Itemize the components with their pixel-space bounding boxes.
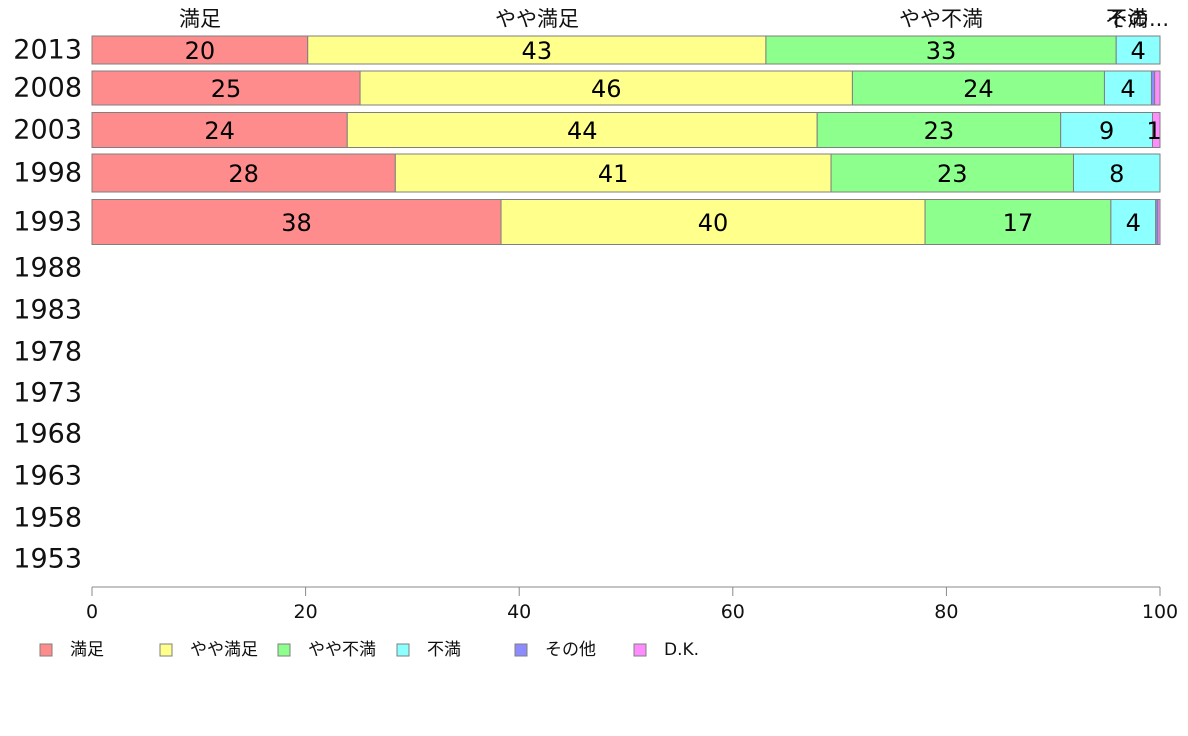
- data-label: 25: [211, 75, 242, 103]
- bar-segment: [1152, 112, 1161, 148]
- legend-swatch: [633, 643, 647, 657]
- x-tick-label: 20: [294, 601, 318, 623]
- data-label: 40: [698, 209, 729, 237]
- legend-label: やや不満: [308, 640, 376, 660]
- bar-segment: [830, 153, 1074, 193]
- x-tick-label: 0: [86, 601, 98, 623]
- bar-segment: [394, 153, 832, 193]
- data-label: 9: [1099, 117, 1114, 145]
- year-label: 1988: [13, 253, 82, 284]
- year-label: 1983: [13, 295, 82, 326]
- category-top-label: やや不満: [899, 7, 983, 31]
- year-label: 2003: [13, 115, 82, 146]
- bar-segment: [765, 35, 1117, 65]
- x-tick-label: 100: [1142, 601, 1178, 623]
- year-label: 1968: [13, 419, 82, 450]
- bar-segment: [91, 153, 396, 193]
- x-tick-label: 80: [934, 601, 958, 623]
- year-label: 1958: [13, 503, 82, 534]
- data-label: 4: [1130, 37, 1145, 65]
- bar-segment: [816, 112, 1062, 148]
- legend-label: その他: [545, 640, 596, 660]
- bar-segment: [500, 199, 926, 245]
- data-label: 24: [963, 75, 994, 103]
- data-label: 1: [1146, 117, 1161, 145]
- year-label: 2008: [13, 73, 82, 104]
- data-label: 41: [598, 160, 629, 188]
- bar-segment: [1072, 153, 1161, 193]
- bar-segment: [1103, 70, 1152, 106]
- data-label: 33: [926, 37, 957, 65]
- category-top-label: その...: [1107, 7, 1169, 31]
- bar-segment: [307, 35, 767, 65]
- year-label: 1998: [13, 158, 82, 189]
- data-label: 28: [228, 160, 259, 188]
- bar-segment: [1154, 70, 1161, 106]
- bar-segment: [91, 199, 502, 245]
- bar-segment: [359, 70, 853, 106]
- data-label: 24: [204, 117, 235, 145]
- year-label: 2013: [13, 35, 82, 66]
- data-label: 20: [185, 37, 216, 65]
- year-label: 1963: [13, 461, 82, 492]
- bar-segment: [346, 112, 818, 148]
- category-top-label: 不満: [1106, 7, 1148, 31]
- data-label: 4: [1126, 209, 1141, 237]
- bar-segment: [1110, 199, 1157, 245]
- data-label: 23: [924, 117, 955, 145]
- bar-segment: [1157, 199, 1161, 245]
- legend-swatch: [514, 643, 528, 657]
- x-tick-label: 40: [507, 601, 531, 623]
- legend-swatch: [277, 643, 291, 657]
- year-label: 1953: [13, 544, 82, 575]
- bar-segment: [924, 199, 1112, 245]
- data-label: 4: [1120, 75, 1135, 103]
- bar-segment: [91, 35, 309, 65]
- legend-label: 不満: [427, 640, 461, 660]
- legend-swatch: [39, 643, 53, 657]
- bar-segment: [91, 70, 361, 106]
- legend-swatch: [159, 643, 173, 657]
- x-tick-label: 60: [721, 601, 745, 623]
- data-label: 23: [937, 160, 968, 188]
- data-label: 17: [1003, 209, 1034, 237]
- category-top-label: やや満足: [495, 7, 579, 31]
- data-label: 43: [522, 37, 553, 65]
- bar-segment: [1060, 112, 1154, 148]
- legend-swatch: [396, 643, 410, 657]
- data-label: 8: [1109, 160, 1124, 188]
- data-label: 46: [591, 75, 622, 103]
- bar-segment: [851, 70, 1105, 106]
- category-top-label: 満足: [179, 7, 221, 31]
- legend-label: D.K.: [664, 640, 699, 660]
- legend-label: やや満足: [190, 640, 258, 660]
- year-label: 1978: [13, 337, 82, 368]
- bar-segment: [1115, 35, 1161, 65]
- year-label: 1973: [13, 378, 82, 409]
- year-label: 1993: [13, 207, 82, 238]
- data-label: 38: [281, 209, 312, 237]
- data-label: 44: [567, 117, 598, 145]
- legend-label: 満足: [70, 640, 104, 660]
- bar-segment: [91, 112, 348, 148]
